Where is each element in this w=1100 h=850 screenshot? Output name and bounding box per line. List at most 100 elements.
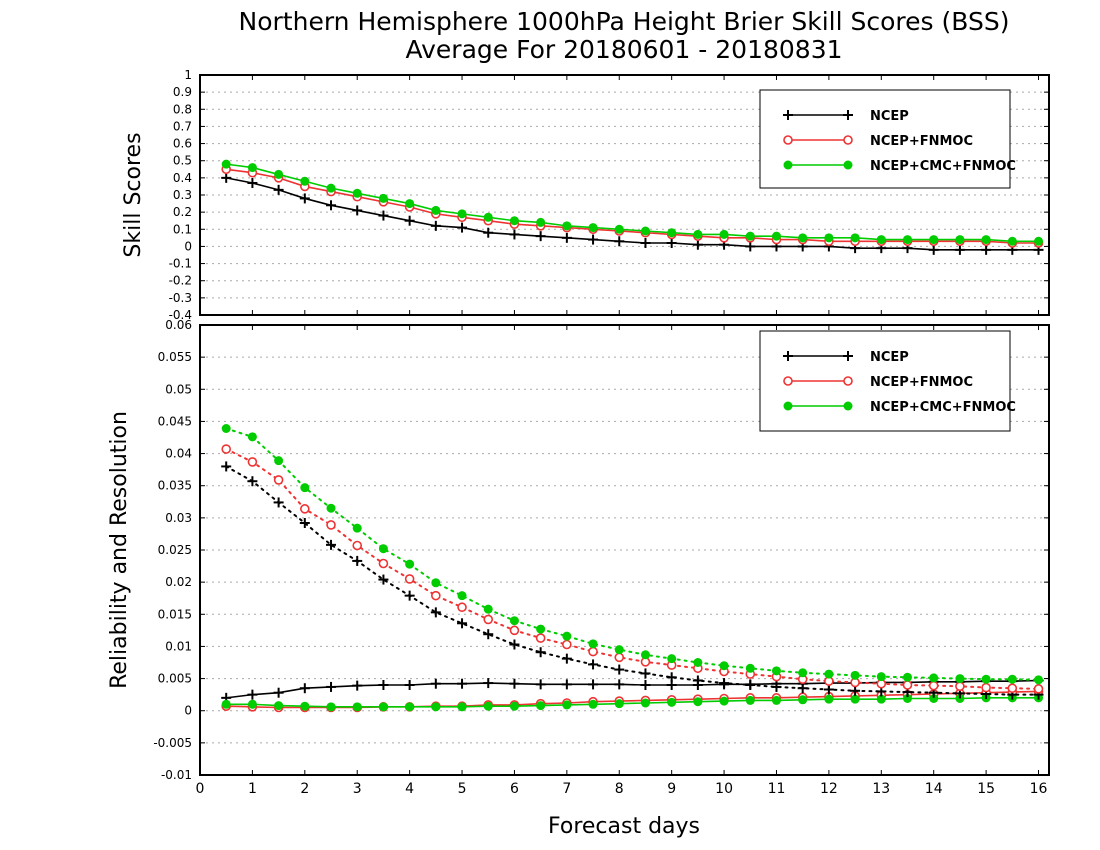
data-point [378,210,389,221]
y-tick-label: -0.4 [169,308,192,322]
legend-label: NCEP [870,109,909,124]
legend-marker [783,376,793,386]
data-point [352,680,363,691]
data-point [535,231,546,242]
data-point [536,624,546,634]
data-point [274,701,284,711]
data-point [771,695,781,705]
data-point [981,235,991,245]
data-point [588,659,599,670]
data-point [221,424,231,433]
x-tick-label: 9 [667,781,676,797]
data-point [640,698,650,708]
legend-marker [843,135,853,145]
data-point [431,590,441,601]
y-tick-label: 0.02 [165,575,192,589]
legend-marker [783,135,793,145]
legend-label: NCEP [870,350,909,365]
legend-marker [843,351,853,361]
data-point [404,590,415,601]
data-point [588,223,598,233]
data-point [430,220,441,231]
data-point [431,205,441,215]
data-point [430,607,441,618]
data-point [771,681,782,692]
legend-marker [783,401,793,411]
data-point [1033,684,1044,694]
data-point [300,483,310,493]
data-point [378,574,389,585]
data-point [823,684,834,695]
data-point [247,178,258,188]
data-point [588,679,599,690]
data-point [273,184,284,195]
data-point [404,680,415,690]
data-point [326,520,336,530]
data-point [405,702,415,712]
data-point [929,235,939,245]
chart-title: Northern Hemisphere 1000hPa Height Brier… [239,7,1010,36]
data-point [1007,674,1017,684]
data-point [483,701,493,711]
data-point [247,699,257,709]
legend-label: NCEP+FNMOC [870,134,973,149]
data-point [535,679,546,690]
data-point [536,701,546,711]
data-point [745,680,756,690]
x-tick-label: 15 [977,781,995,797]
data-point [535,633,546,643]
data-point [640,680,651,690]
x-tick-label: 7 [562,781,571,797]
data-point [457,702,467,712]
data-point [798,695,808,705]
y-tick-label: 0.03 [165,511,192,525]
data-point [824,233,834,243]
series-line-ncep-fnmoc-resolution [225,448,1040,690]
data-point [274,456,284,466]
data-point [457,618,468,629]
data-point [666,238,677,248]
data-point [457,602,467,613]
data-point [221,159,231,169]
data-point [562,700,572,710]
data-point [640,650,650,660]
data-point [1007,683,1018,694]
data-point [273,687,284,698]
data-point [221,461,232,472]
data-point [850,670,860,680]
data-point [928,680,939,691]
y-tick-label: 0.9 [173,85,192,99]
x-axis-label: Forecast days [548,814,700,839]
series-group [221,424,1044,713]
data-point [404,215,415,226]
data-point [561,679,572,690]
x-tick-label: 14 [925,781,943,797]
data-point [299,518,310,528]
x-tick-label: 13 [872,781,890,797]
data-point [483,604,493,614]
data-point [719,678,730,689]
data-point [300,176,310,186]
data-point [614,224,624,234]
legend-marker [843,401,853,411]
data-point [640,226,650,236]
data-point [483,227,494,238]
data-point [955,674,965,684]
data-point [431,702,441,712]
x-tick-label: 11 [768,781,786,797]
y-axis: -0.4 -0.3 -0.2 -0.1 0 0.1 0.2 0.3 0.4 0.5 0.6 0.7 0.… [169,68,1049,322]
series-line-ncep-reliability [226,679,1039,699]
legend: NCEP NCEP+FNMOC NCEP+CMC+FNMOC [759,330,1016,432]
data-point [299,683,310,694]
data-point [326,200,337,211]
data-point [300,701,310,711]
data-point [405,199,415,209]
legend-item: NCEP [783,350,909,365]
data-point [614,679,625,690]
data-point [247,432,257,442]
data-point [221,172,232,183]
data-point [850,694,860,704]
x-tick-label: 6 [510,781,519,797]
data-point [745,663,755,673]
chart-subtitle: Average For 20180601 - 20180831 [405,35,842,64]
